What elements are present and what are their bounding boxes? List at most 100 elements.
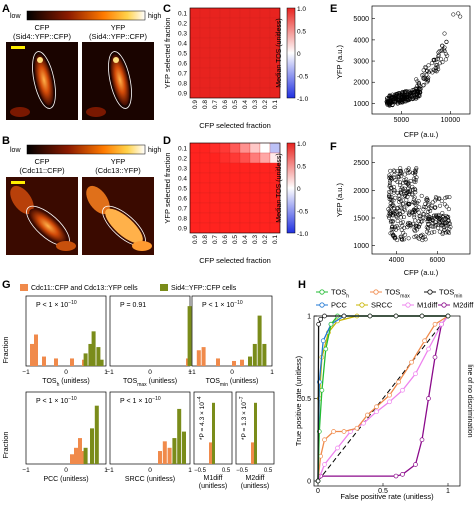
roc-marker [319,387,325,393]
scale-bar [11,46,25,49]
scatter-point [414,95,419,100]
legend-marker [427,289,433,295]
scatter-point [440,211,445,216]
x-tick-label: 0 [316,488,320,495]
bar-green [94,405,99,464]
heatmap-cell [199,7,211,19]
heatmap-cell [209,222,221,234]
scatter-point [429,61,434,66]
x-tick-label: 0 [148,467,152,474]
y-axis-label: True positive rate (unitless) [294,355,303,446]
heatmap-cell [189,77,201,89]
legend-swatch-orange [20,284,28,291]
scatter-point [392,224,397,229]
heatmap-cell [259,142,271,154]
scatter-point [438,223,444,228]
p-value-label: P = 0.91 [120,302,146,309]
roc-marker [374,404,379,410]
heatmap-cell [209,17,221,29]
colorbar-label: Median TOS (unitless) [276,18,283,87]
x-axis-label: False positive rate (unitless) [340,492,434,501]
y-tick-label: 0.5 [178,186,187,193]
scatter-point [416,224,421,229]
heatmap-cell [259,162,271,174]
x-tick-label: 0 [64,369,68,376]
heatmap-cell [229,152,241,164]
scatter-point [445,53,450,58]
x-tick-label: 6000 [430,257,446,264]
heatmap-cell [189,47,201,59]
scatter-point [398,187,403,192]
panel-letter-c: C [163,3,171,15]
x-tick-label: 0.6 [222,100,229,109]
scatter-point [401,194,406,199]
roc-marker [331,429,336,434]
heatmap-cell [199,222,211,234]
colorbar-tick: 1.0 [297,6,306,13]
bar-green [88,343,93,366]
legend-sub: max [400,294,410,300]
heatmap-cell [209,87,221,99]
y-axis-label: YFP selected fraction [163,17,172,88]
scatter-point [446,230,452,236]
bar-green [254,402,257,464]
y-tick-label: 1 [307,314,311,321]
heatmap-cell [229,7,241,19]
bar-orange [78,438,82,464]
bar-orange [209,442,212,464]
heatmap-cell [199,67,211,79]
y-tick-label: 0.4 [178,176,187,183]
roc-marker [335,445,340,451]
heatmap-cell [209,27,221,39]
heatmap-cell [219,27,231,39]
legend-swatch-green [160,284,168,291]
scatter-point [406,183,412,188]
heatmap-cell [229,17,241,29]
heatmap-cell [189,7,201,19]
scatter-point [422,212,427,217]
heatmap-cell [249,152,261,164]
y-tick-label: 1500 [353,216,369,223]
scatter-point [412,215,417,220]
heatmap-cell [229,222,241,234]
scatter-point [414,166,419,171]
legend-marker [373,289,379,295]
scatter-point [386,213,391,218]
panel-letter-e: E [330,3,337,15]
panel-letter-g: G [2,279,11,291]
x-tick-label: −0.5 [236,468,249,474]
intensity-colorbar [26,10,146,21]
x-tick-label: 0.4 [242,100,249,109]
y-tick-label: 0.7 [178,71,187,78]
bar-green [99,359,104,366]
legend-marker [405,302,411,308]
scatter-point [395,179,400,184]
scatter-point [442,45,447,50]
heatmap-cell [229,47,241,59]
scatter-point [402,89,407,94]
heatmap-cell [259,57,271,69]
heatmap-cell [209,192,221,204]
bar-green [91,331,96,366]
scatter-point [424,80,429,85]
scatter-point [412,186,417,191]
colorbar-tick: 0 [297,186,301,193]
roc-marker [367,313,373,319]
scatter-point [406,166,411,171]
roc-marker [432,321,438,327]
heatmap-cell [259,222,271,234]
roc-marker [320,338,326,344]
heatmap-cell [199,47,211,59]
scatter-point [439,199,444,204]
heatmap-cell [189,27,201,39]
bar-green [257,315,262,366]
panel-letter-b: B [2,135,10,147]
scatter-point [412,227,417,232]
colorbar-label: Median TOS (unitless) [276,153,283,222]
y-tick-label: 0.2 [178,156,187,163]
heatmap-cell [239,7,251,19]
scatter-point [443,221,448,226]
scatter-point [398,204,403,209]
scatter-point [417,205,422,210]
scatter-point [431,57,436,62]
